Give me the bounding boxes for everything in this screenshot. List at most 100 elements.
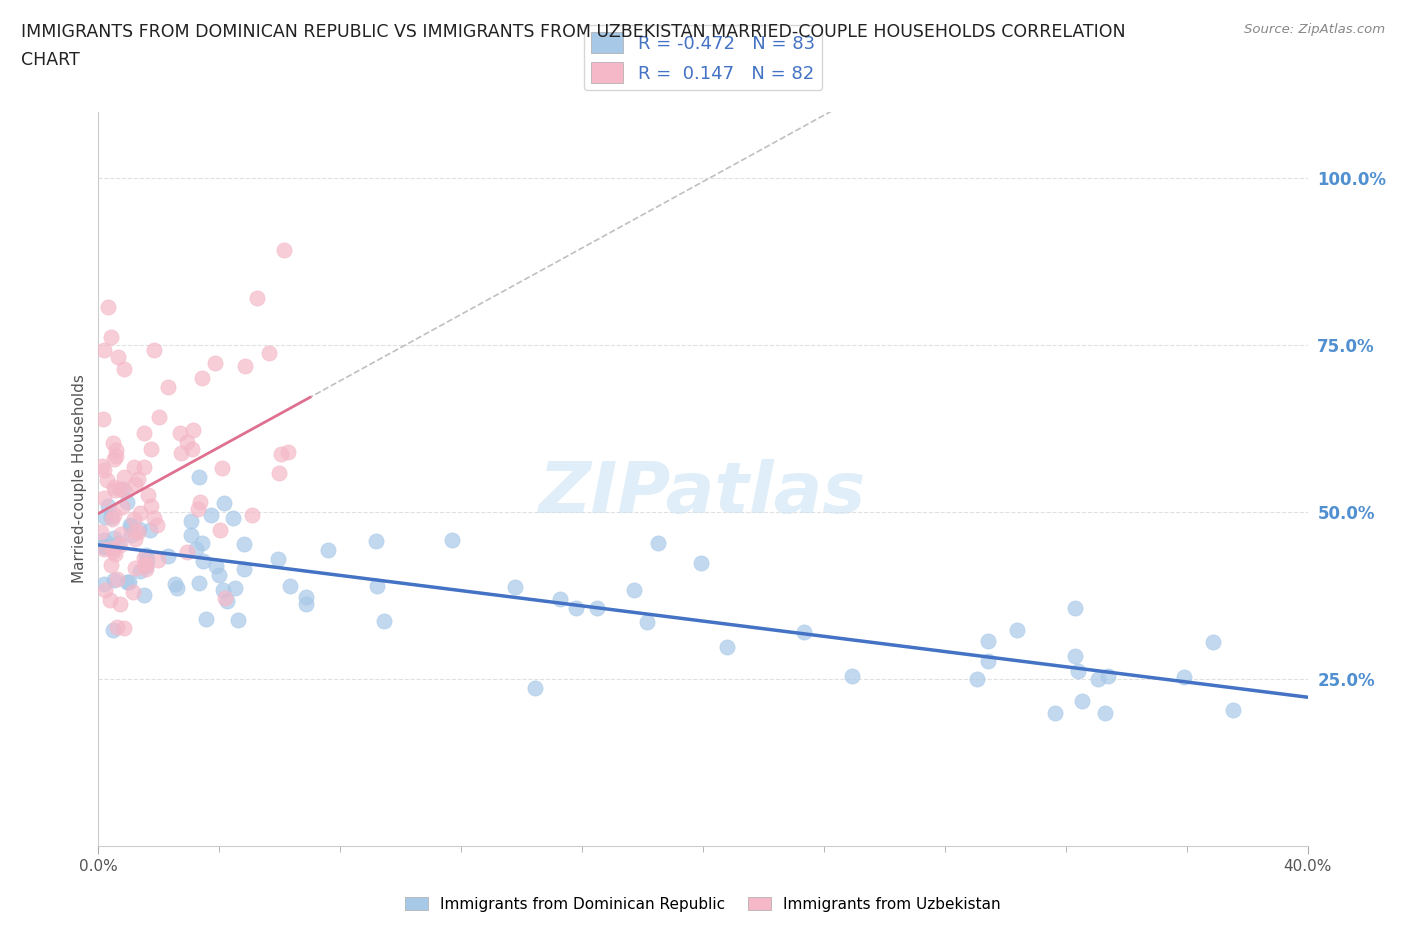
Point — [523, 681, 546, 696]
Point — [101, 543, 124, 558]
Point — [104, 443, 127, 458]
Point — [195, 612, 218, 627]
Point — [93, 541, 115, 556]
Point — [257, 345, 280, 360]
Point — [112, 470, 135, 485]
Point — [135, 552, 157, 567]
Point — [142, 342, 165, 357]
Point — [157, 549, 180, 564]
Point — [139, 441, 162, 456]
Point — [96, 472, 118, 487]
Point — [118, 575, 141, 590]
Point — [190, 370, 212, 385]
Point — [108, 538, 131, 552]
Point — [270, 446, 292, 461]
Point — [110, 526, 132, 541]
Point — [97, 498, 120, 513]
Point — [104, 547, 127, 562]
Point — [105, 619, 128, 634]
Point — [191, 554, 214, 569]
Point — [100, 541, 122, 556]
Point — [295, 590, 318, 604]
Point — [214, 590, 236, 604]
Point — [127, 525, 149, 539]
Point — [976, 633, 998, 648]
Point — [190, 536, 212, 551]
Point — [224, 581, 246, 596]
Point — [211, 460, 233, 475]
Point — [93, 510, 115, 525]
Point — [187, 501, 209, 516]
Point — [505, 579, 527, 594]
Point — [1087, 671, 1109, 686]
Point — [316, 543, 339, 558]
Point — [1064, 648, 1087, 663]
Point — [205, 559, 228, 574]
Point — [103, 480, 125, 495]
Point — [295, 597, 318, 612]
Point — [565, 601, 588, 616]
Point — [93, 577, 115, 591]
Point — [146, 552, 169, 567]
Point — [108, 596, 131, 611]
Point — [100, 557, 122, 572]
Point — [148, 410, 170, 425]
Point — [90, 525, 112, 539]
Point — [1043, 705, 1066, 720]
Point — [188, 576, 211, 591]
Point — [120, 527, 142, 542]
Point — [212, 582, 235, 597]
Point — [208, 522, 231, 537]
Point — [245, 290, 267, 305]
Point — [122, 585, 145, 600]
Point — [132, 459, 155, 474]
Point — [134, 547, 156, 562]
Point — [1202, 634, 1225, 649]
Point — [226, 613, 249, 628]
Point — [1097, 669, 1119, 684]
Point — [93, 343, 115, 358]
Point — [222, 511, 245, 525]
Point — [134, 557, 156, 572]
Legend: Immigrants from Dominican Republic, Immigrants from Uzbekistan: Immigrants from Dominican Republic, Immi… — [399, 890, 1007, 918]
Point — [103, 530, 125, 545]
Point — [91, 458, 114, 473]
Point — [647, 536, 669, 551]
Point — [180, 527, 202, 542]
Point — [127, 472, 149, 486]
Text: ZIPatlas: ZIPatlas — [540, 459, 866, 528]
Point — [586, 601, 609, 616]
Point — [623, 582, 645, 597]
Point — [115, 495, 138, 510]
Point — [793, 624, 815, 639]
Point — [212, 496, 235, 511]
Point — [93, 491, 115, 506]
Point — [976, 654, 998, 669]
Point — [240, 508, 263, 523]
Text: CHART: CHART — [21, 51, 80, 69]
Point — [188, 495, 211, 510]
Text: IMMIGRANTS FROM DOMINICAN REPUBLIC VS IMMIGRANTS FROM UZBEKISTAN MARRIED-COUPLE : IMMIGRANTS FROM DOMINICAN REPUBLIC VS IM… — [21, 23, 1126, 41]
Point — [132, 588, 155, 603]
Point — [103, 436, 125, 451]
Point — [111, 500, 134, 515]
Point — [118, 518, 141, 533]
Point — [107, 350, 129, 365]
Point — [103, 572, 125, 587]
Point — [217, 593, 239, 608]
Point — [1222, 702, 1244, 717]
Point — [132, 426, 155, 441]
Point — [273, 243, 295, 258]
Point — [366, 534, 388, 549]
Point — [103, 622, 125, 637]
Point — [142, 510, 165, 525]
Point — [146, 518, 169, 533]
Point — [166, 580, 188, 595]
Point — [180, 441, 202, 456]
Point — [156, 379, 179, 394]
Point — [115, 574, 138, 589]
Point — [366, 578, 388, 593]
Point — [100, 512, 122, 526]
Point — [124, 524, 146, 538]
Point — [204, 355, 226, 370]
